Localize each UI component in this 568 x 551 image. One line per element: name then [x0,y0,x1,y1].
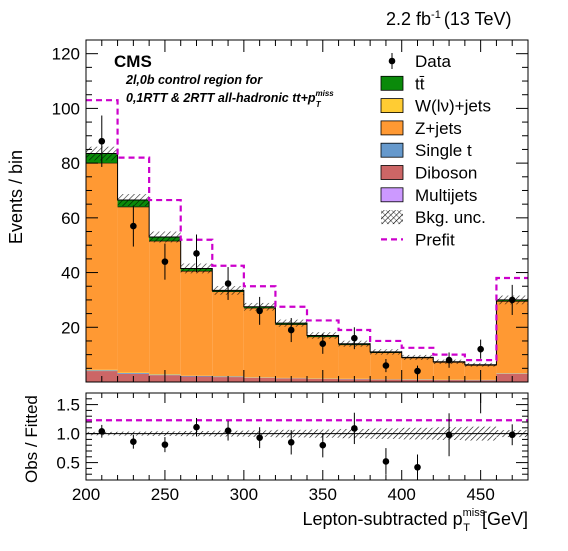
y-tick-label: 20 [61,318,80,337]
legend-swatch-unc-cross [381,210,403,225]
ratio-point [414,463,421,471]
bar-wjets [117,372,150,373]
y-tick-label: 100 [52,99,80,118]
bar-wjets [86,369,118,371]
ratio-point [130,438,137,446]
legend-swatch-wjets [380,98,404,113]
legend-swatch-ttbar [380,75,404,91]
x-tick-label: 350 [309,485,337,504]
region-line-1: 2l,0b control region for [125,73,263,87]
legend-label: Single t [415,141,472,160]
ratio-point [256,434,263,441]
legend-swatch-multijets [380,187,404,203]
data-point [287,326,295,334]
y-tick-label: 80 [61,154,80,173]
ratio-point [351,425,358,432]
data-point [382,362,390,369]
ratio-y-label: Obs / Fitted [22,395,41,483]
legend-label: W(lν)+jets [415,97,491,116]
ratio-y-tick-label: 1.0 [56,425,80,444]
data-point [445,356,453,364]
legend-label: Bkg. unc. [415,208,486,227]
legend: Data tt̄ W(lν)+jets Z+jets Single t Diboson Mu… [380,52,491,249]
data-point [130,222,137,230]
data-point [161,258,169,265]
data-point [414,367,421,375]
legend-label: Data [415,52,451,71]
bkg-unc-band [370,349,402,355]
legend-swatch-diboson [380,165,404,180]
ratio-y-tick-label: 1.5 [56,396,80,415]
x-tick-label: 250 [151,485,179,504]
data-point [193,250,200,257]
main-plot: 20 40 60 80 100 120 [52,39,529,383]
x-tick-label: 300 [230,485,258,504]
bar-zjets [338,344,371,379]
x-tick-label: 450 [466,485,494,504]
ratio-point [161,441,169,448]
data-point [351,334,358,342]
x-tick-label: 400 [388,485,416,504]
x-axis-label: Lepton-subtracted pmiss T [GeV] [303,507,529,534]
bkg-unc-band [401,354,434,360]
ratio-point [224,427,232,435]
ratio-point [508,431,516,439]
bar-zjets [86,163,118,370]
ratio-point [445,431,453,439]
prefit-line [86,99,528,362]
data-point [477,345,484,353]
y-axis-label: Events / bin [6,150,26,244]
region-line-2: 0,1RTT & 2RTT all-hadronic tt+pmiss T [126,89,334,109]
bar-singlet [86,370,118,372]
bkg-unc-band [117,194,150,207]
legend-label: Multijets [415,186,477,205]
cms-label: CMS [114,52,152,71]
ratio-plot: 0.5 1.0 1.5 200 250 300 350 400 450 [56,392,529,504]
legend-label: Z+jets [415,119,462,138]
data-point [319,340,327,347]
ratio-point [98,427,106,435]
legend-swatch-zjets [380,120,404,136]
ratio-point [382,458,390,465]
ratio-y-tick-label: 0.5 [56,454,80,473]
y-tick-label: 40 [61,264,80,283]
lumi-label: 2.2 fb-1 (13 TeV) [386,9,512,29]
data-point [224,280,232,287]
legend-data-marker [388,57,396,65]
ratio-point [193,423,200,431]
bar-singlet [117,372,150,374]
ratio-point [287,439,295,446]
bar-zjets [180,271,213,376]
bar-zjets [433,362,465,380]
bar-zjets [212,291,244,377]
ratio-point [319,441,327,449]
bkg-unc-band [464,362,497,367]
data-point [508,296,516,304]
data-point [98,137,106,145]
data-point [256,307,263,315]
y-tick-label: 120 [52,45,80,64]
legend-swatch-singlet [380,142,404,158]
legend-label: Diboson [415,164,477,183]
legend-label: Prefit [415,230,455,249]
legend-label: tt̄ [415,74,425,93]
x-tick-label: 200 [72,485,100,504]
y-tick-label: 60 [61,209,80,228]
bkg-unc-band [149,231,181,243]
